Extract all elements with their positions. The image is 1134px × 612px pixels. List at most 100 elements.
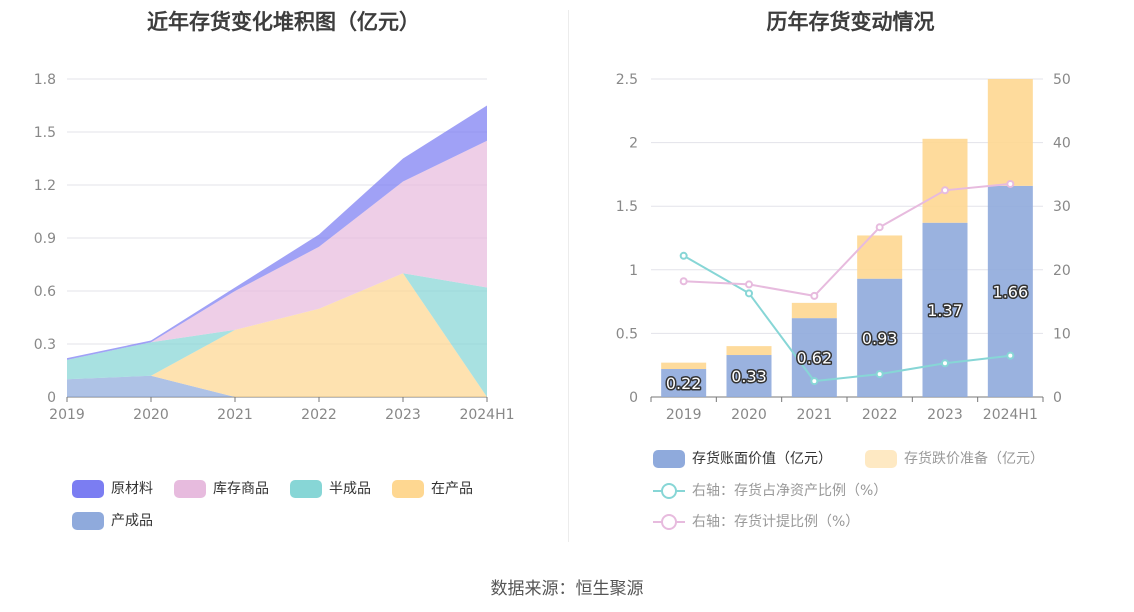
bar-book-value bbox=[922, 222, 968, 397]
y2-tick-label: 0 bbox=[1053, 390, 1062, 406]
legend-item[interactable]: 存货账面价值（亿元） bbox=[653, 448, 832, 470]
legend-item[interactable]: 原材料 bbox=[72, 478, 153, 500]
line-point bbox=[941, 186, 949, 195]
bar-impairment bbox=[661, 362, 707, 370]
line-point bbox=[745, 289, 753, 298]
bar-impairment bbox=[726, 346, 772, 356]
x-tick-label: 2021 bbox=[217, 407, 253, 423]
line-point bbox=[679, 277, 688, 286]
bar-data-label: 0.93 bbox=[862, 329, 898, 348]
x-tick-label: 2019 bbox=[666, 407, 702, 423]
x-tick-label: 2020 bbox=[133, 407, 169, 423]
y2-tick-label: 10 bbox=[1053, 326, 1071, 342]
area-series-库存商品 bbox=[67, 140, 487, 360]
legend-swatch bbox=[653, 480, 685, 502]
legend-swatch bbox=[72, 480, 104, 498]
y-tick-label: 1 bbox=[629, 263, 638, 279]
legend-label: 半成品 bbox=[329, 481, 371, 497]
bar-book-value bbox=[987, 185, 1033, 397]
bar-line-chart: 0 0.5 1 1.5 2 2.5 0 10 20 30 40 50 2019 2020 2021 2022 2… bbox=[616, 72, 1071, 423]
line-point bbox=[875, 223, 884, 232]
bar-book-value bbox=[661, 369, 707, 397]
line-point bbox=[1006, 179, 1015, 188]
legend-swatch bbox=[290, 480, 322, 498]
y-tick-label: 1.8 bbox=[34, 72, 56, 88]
legend-label: 库存商品 bbox=[213, 481, 269, 497]
line-point bbox=[679, 251, 688, 260]
chart-title: 近年存货变化堆积图（亿元） bbox=[147, 10, 420, 34]
y-tick-label: 0.3 bbox=[34, 337, 56, 353]
legend-item[interactable]: 在产品 bbox=[392, 478, 473, 500]
y-tick-label: 0.5 bbox=[616, 326, 638, 342]
line-series-net-asset-ratio bbox=[683, 254, 1011, 383]
bar-data-label: 0.62 bbox=[797, 349, 833, 368]
x-tick-label: 2024H1 bbox=[983, 407, 1038, 423]
legend-label: 存货账面价值（亿元） bbox=[692, 451, 832, 467]
legend-swatch bbox=[392, 480, 424, 498]
bar-data-label: 1.37 bbox=[927, 301, 963, 320]
x-tick-label: 2021 bbox=[797, 407, 833, 423]
x-tick-label: 2024H1 bbox=[459, 407, 514, 423]
x-tick-label: 2022 bbox=[862, 407, 898, 423]
line-series-provision-ratio bbox=[683, 182, 1011, 297]
panel-divider bbox=[568, 10, 569, 542]
legend-item[interactable]: 产成品 bbox=[72, 510, 153, 532]
y-tick-label: 0 bbox=[47, 390, 56, 406]
x-tick-label: 2022 bbox=[301, 407, 337, 423]
line-point bbox=[810, 377, 819, 386]
line-point bbox=[1006, 351, 1015, 360]
y-tick-label: 1.5 bbox=[616, 199, 638, 215]
area-legend: 原材料 库存商品 半成品 在产品产成品 bbox=[0, 478, 567, 538]
bar-data-label: 1.66 bbox=[993, 282, 1029, 301]
data-source-note: 数据来源：恒生聚源 bbox=[490, 579, 644, 599]
legend-item[interactable]: 存货跌价准备（亿元） bbox=[865, 448, 1044, 470]
y2-tick-label: 30 bbox=[1053, 199, 1071, 215]
chart-title: 历年存货变动情况 bbox=[766, 10, 935, 34]
x-tick-label: 2023 bbox=[927, 407, 963, 423]
legend-label: 原材料 bbox=[111, 481, 153, 497]
line-point bbox=[875, 370, 884, 379]
bar-line-legend: 存货账面价值（亿元） 存货跌价准备（亿元） 右轴：存货占净资产比例（%） 右轴：存货计… bbox=[567, 448, 1134, 538]
legend-label: 在产品 bbox=[431, 481, 473, 497]
y-tick-label: 2.5 bbox=[616, 72, 638, 88]
legend-item[interactable]: 半成品 bbox=[290, 478, 371, 500]
bar-data-label: 0.22 bbox=[666, 374, 702, 393]
legend-item[interactable]: 右轴：存货占净资产比例（%） bbox=[653, 480, 887, 502]
bar-impairment bbox=[791, 302, 837, 319]
x-tick-label: 2019 bbox=[49, 407, 85, 423]
stacked-area-chart: 0 0.3 0.6 0.9 1.2 1.5 1.8 2019 2020 2021 2022 2023 2… bbox=[34, 72, 515, 423]
legend-label: 存货跌价准备（亿元） bbox=[904, 451, 1044, 467]
area-series-产成品 bbox=[67, 375, 487, 397]
inventory-stacked-area-panel: 近年存货变化堆积图（亿元） 0 0.3 0.6 0.9 1.2 1.5 1.8 2019 202… bbox=[0, 0, 567, 560]
bar-impairment bbox=[857, 235, 903, 279]
bar-impairment bbox=[922, 138, 968, 223]
legend-swatch bbox=[865, 450, 897, 468]
legend-label: 右轴：存货占净资产比例（%） bbox=[692, 483, 888, 499]
x-tick-label: 2020 bbox=[731, 407, 767, 423]
y-tick-label: 1.2 bbox=[34, 178, 56, 194]
y2-tick-label: 20 bbox=[1053, 263, 1071, 279]
bar-data-label: 0.33 bbox=[731, 367, 767, 386]
area-series-半成品 bbox=[67, 273, 487, 397]
line-point bbox=[941, 359, 949, 368]
y2-tick-label: 50 bbox=[1053, 72, 1071, 88]
legend-swatch bbox=[174, 480, 206, 498]
line-point bbox=[810, 291, 819, 300]
x-tick-label: 2023 bbox=[385, 407, 421, 423]
y-tick-label: 0 bbox=[629, 390, 638, 406]
legend-label: 产成品 bbox=[111, 513, 153, 529]
legend-swatch bbox=[653, 450, 685, 468]
legend-label: 右轴：存货计提比例（%） bbox=[692, 514, 860, 530]
y2-tick-label: 40 bbox=[1053, 136, 1071, 152]
legend-item[interactable]: 右轴：存货计提比例（%） bbox=[653, 511, 859, 533]
y-tick-label: 0.9 bbox=[34, 231, 56, 247]
inventory-change-panel: 历年存货变动情况 0 0.5 1 1.5 2 2.5 0 10 20 30 40 50 2019 2020… bbox=[567, 0, 1134, 560]
legend-swatch bbox=[72, 512, 104, 530]
bar-impairment bbox=[987, 79, 1033, 186]
y-tick-label: 1.5 bbox=[34, 125, 56, 141]
y-tick-label: 2 bbox=[629, 136, 638, 152]
legend-item[interactable]: 库存商品 bbox=[174, 478, 269, 500]
y-tick-label: 0.6 bbox=[34, 284, 56, 300]
area-series-在产品 bbox=[67, 273, 487, 397]
bar-book-value bbox=[726, 355, 772, 397]
